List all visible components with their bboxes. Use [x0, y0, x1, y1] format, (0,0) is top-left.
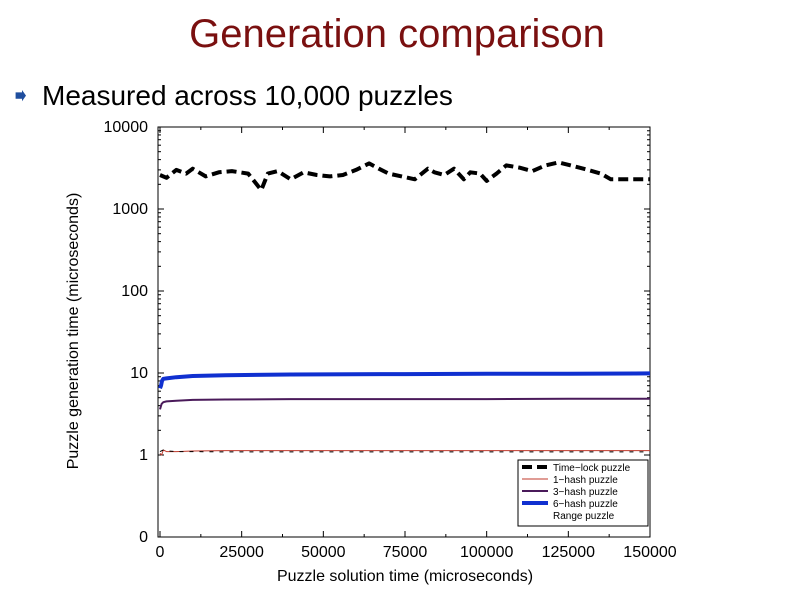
series-layer — [158, 160, 651, 456]
y-axis: 0 1 10 100 1000 10000 — [104, 119, 650, 546]
y-axis-title: Puzzle generation time (microseconds) — [65, 193, 82, 470]
bullet-row: Measured across 10,000 puzzles — [14, 80, 453, 112]
legend-label: 3−hash puzzle — [553, 487, 618, 498]
arrow-bullet-icon — [15, 90, 26, 102]
series-line-time-lock-puzzle — [159, 160, 650, 193]
legend-label: Time−lock puzzle — [553, 463, 631, 474]
x-axis: 0 25000 50000 75000 100000 125000 150000 — [156, 127, 677, 561]
y-tick-label: 10 — [130, 365, 148, 382]
y-tick-label: 100 — [121, 283, 148, 300]
y-tick-label: 10000 — [104, 119, 149, 136]
x-tick-label: 25000 — [219, 544, 264, 561]
x-tick-label: 75000 — [383, 544, 428, 561]
series-line-1-hash-puzzle — [159, 449, 650, 456]
series-line-3-hash-puzzle — [159, 397, 650, 410]
x-tick-label: 100000 — [460, 544, 513, 561]
x-tick-label: 0 — [156, 544, 165, 561]
x-axis-title: Puzzle solution time (microseconds) — [277, 568, 533, 585]
x-tick-label: 150000 — [623, 544, 676, 561]
legend-label: Range puzzle — [553, 511, 615, 522]
x-tick-label: 50000 — [301, 544, 346, 561]
slide-title: Generation comparison — [189, 12, 605, 56]
legend-label: 6−hash puzzle — [553, 499, 618, 510]
legend-box — [517, 459, 649, 527]
plot-frame — [157, 126, 651, 538]
legend-label: 1−hash puzzle — [553, 475, 618, 486]
series-line-6-hash-puzzle — [158, 371, 651, 390]
x-tick-label: 125000 — [542, 544, 595, 561]
y-tick-label: 1 — [139, 447, 148, 464]
y-tick-label: 1000 — [112, 201, 148, 218]
y-tick-label: 0 — [139, 529, 148, 546]
bullet-text: Measured across 10,000 puzzles — [42, 80, 453, 111]
